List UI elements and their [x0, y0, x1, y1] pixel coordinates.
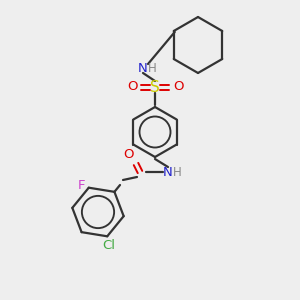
Text: O: O [127, 80, 137, 94]
Text: H: H [172, 166, 182, 178]
Text: O: O [173, 80, 183, 94]
Text: N: N [138, 61, 148, 74]
Text: H: H [148, 61, 156, 74]
Text: O: O [123, 148, 133, 161]
Text: S: S [150, 80, 160, 94]
Text: N: N [163, 166, 173, 178]
Text: Cl: Cl [103, 239, 116, 252]
Text: F: F [78, 179, 85, 192]
